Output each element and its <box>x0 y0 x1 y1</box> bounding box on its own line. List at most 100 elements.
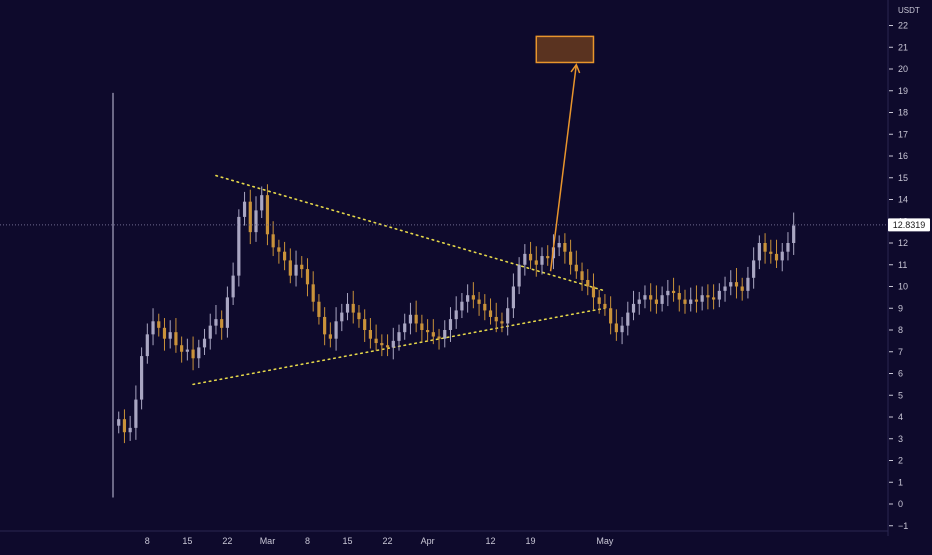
price-tick-label: 0 <box>898 499 903 509</box>
candle-body <box>609 308 613 324</box>
candle-body <box>242 201 247 217</box>
candle-body <box>363 319 367 330</box>
candle-body <box>323 316 327 335</box>
last-price-label-background <box>888 218 930 232</box>
candle-body <box>191 349 195 359</box>
candle-body <box>454 310 458 320</box>
candle-body <box>586 279 590 287</box>
triangle-trendlines <box>192 174 606 386</box>
candle-body <box>517 264 521 287</box>
candle-body <box>603 303 607 309</box>
candle-body <box>654 299 658 304</box>
candle-body <box>145 334 149 357</box>
candle-body <box>740 286 744 291</box>
candle-body <box>483 303 487 311</box>
candle-body <box>780 251 784 261</box>
candle-body <box>300 264 304 270</box>
candle-body <box>540 256 544 265</box>
candle-body <box>546 256 550 259</box>
annotations <box>112 35 595 498</box>
candle-body <box>626 312 630 326</box>
candle-body <box>494 316 498 322</box>
candle-body <box>174 332 178 346</box>
candle-body <box>283 251 287 261</box>
candle-body <box>477 299 481 304</box>
candle-body <box>225 297 229 328</box>
candle-body <box>317 301 321 317</box>
candle-body <box>385 345 390 348</box>
candle-body <box>265 195 270 235</box>
candle-body <box>151 321 155 335</box>
candle-body <box>220 319 224 328</box>
candle-body <box>746 277 750 291</box>
price-tick-label: 16 <box>898 151 908 161</box>
price-tick-label: −1 <box>898 521 908 531</box>
price-tick-label: 14 <box>898 195 908 205</box>
candle-body <box>614 323 618 333</box>
candle-body <box>620 325 624 333</box>
candle-body <box>340 312 344 322</box>
candle-body <box>683 299 687 304</box>
candle-body <box>420 323 424 330</box>
time-axis[interactable]: 8 15 22 Mar 8 15 22 Apr 12 19 May <box>0 530 888 546</box>
candle-body <box>345 303 350 313</box>
candle-body <box>660 295 664 304</box>
price-tick-label: 6 <box>898 369 903 379</box>
candle-body <box>437 336 441 339</box>
candle-body <box>729 282 733 287</box>
candle-body <box>717 290 721 300</box>
candle-body <box>254 210 258 233</box>
time-tick-label: 19 <box>526 536 536 546</box>
candle-body <box>500 321 504 324</box>
candle-body <box>769 251 773 254</box>
candle-body <box>277 247 281 252</box>
price-tick-label: 8 <box>898 325 903 335</box>
candle-body <box>408 314 413 324</box>
candle-body <box>403 323 407 333</box>
price-tick-label: 9 <box>898 303 903 313</box>
candle-body <box>574 264 578 272</box>
price-tick-label: 2 <box>898 456 903 466</box>
candle-body <box>334 321 338 339</box>
candle-body <box>752 260 756 278</box>
candle-body <box>488 310 493 317</box>
candle-body <box>763 243 767 252</box>
candle-body <box>374 338 378 344</box>
candle-body <box>380 343 384 346</box>
price-tick-label: 22 <box>898 21 908 31</box>
price-tick-label: 12 <box>898 238 908 248</box>
price-tick-label: 17 <box>898 129 908 139</box>
candle-body <box>117 419 121 426</box>
candle-body <box>786 243 790 252</box>
candle-body <box>162 327 167 339</box>
price-tick-label: 18 <box>898 108 908 118</box>
time-tick-label: May <box>596 536 614 546</box>
candle-body <box>397 332 401 341</box>
time-tick-label: 8 <box>145 536 150 546</box>
price-axis-unit-label: USDT <box>898 6 920 15</box>
target-zone-box <box>535 35 595 64</box>
candle-body <box>523 253 527 265</box>
candle-body <box>460 301 464 311</box>
candle-body <box>351 303 355 313</box>
candle-body <box>534 260 538 265</box>
candle-body <box>569 251 573 265</box>
candle-body <box>557 243 561 248</box>
candle-body <box>414 314 418 324</box>
price-tick-label: 10 <box>898 282 908 292</box>
last-price-marker: 12.8319 <box>0 218 930 232</box>
price-tick-label: 11 <box>898 260 907 270</box>
candle-body <box>426 330 430 333</box>
price-tick-label: 3 <box>898 434 903 444</box>
candle-body <box>431 332 435 337</box>
candle-body <box>671 290 676 294</box>
candle-body <box>157 321 161 328</box>
candle-body <box>305 269 310 285</box>
price-axis[interactable]: USDT 22212019181716151413121110987654321… <box>887 0 920 536</box>
candle-body <box>580 271 584 280</box>
candle-body <box>208 325 212 339</box>
candle-body <box>506 308 510 324</box>
candle-body <box>637 299 641 304</box>
